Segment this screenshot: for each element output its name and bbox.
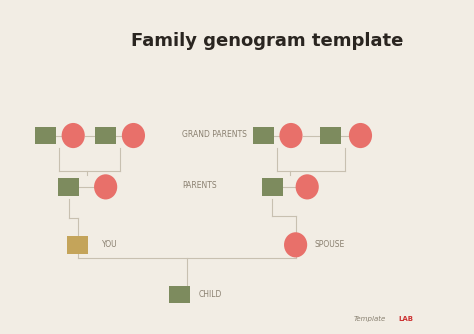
FancyBboxPatch shape xyxy=(58,178,79,196)
FancyBboxPatch shape xyxy=(320,127,341,145)
FancyBboxPatch shape xyxy=(35,127,56,145)
Text: GRAND PARENTS: GRAND PARENTS xyxy=(182,130,247,139)
Ellipse shape xyxy=(94,174,117,199)
Text: YOU: YOU xyxy=(102,240,118,249)
Ellipse shape xyxy=(62,123,85,148)
Text: Family genogram template: Family genogram template xyxy=(131,32,403,50)
Ellipse shape xyxy=(122,123,145,148)
Text: PARENTS: PARENTS xyxy=(182,181,217,190)
FancyBboxPatch shape xyxy=(262,178,283,196)
Ellipse shape xyxy=(296,174,319,199)
Ellipse shape xyxy=(349,123,372,148)
FancyBboxPatch shape xyxy=(67,236,88,254)
FancyBboxPatch shape xyxy=(95,127,116,145)
FancyBboxPatch shape xyxy=(169,286,190,304)
Text: SPOUSE: SPOUSE xyxy=(314,240,345,249)
Text: LAB: LAB xyxy=(398,316,413,322)
Ellipse shape xyxy=(279,123,302,148)
Text: Template: Template xyxy=(354,316,386,322)
Ellipse shape xyxy=(284,232,307,258)
Text: CHILD: CHILD xyxy=(198,290,222,299)
FancyBboxPatch shape xyxy=(253,127,273,145)
